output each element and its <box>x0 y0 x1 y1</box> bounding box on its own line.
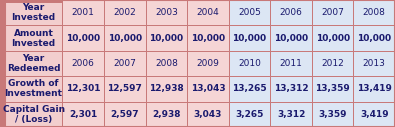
Bar <box>270 25 312 51</box>
Bar <box>5 102 62 127</box>
Text: 12,938: 12,938 <box>149 84 184 93</box>
Bar <box>312 25 354 51</box>
Bar <box>312 76 354 102</box>
Text: 10,000: 10,000 <box>357 34 391 43</box>
Bar <box>312 102 354 127</box>
Bar <box>5 2 62 25</box>
Text: 2010: 2010 <box>238 59 261 68</box>
Text: 3,359: 3,359 <box>318 110 347 119</box>
Text: 10,000: 10,000 <box>232 34 267 43</box>
Text: 2,301: 2,301 <box>69 110 97 119</box>
Text: 2006: 2006 <box>72 59 95 68</box>
Bar <box>229 76 270 102</box>
Bar <box>5 25 62 51</box>
Bar <box>187 76 229 102</box>
Bar <box>5 51 62 76</box>
Text: 2008: 2008 <box>155 59 178 68</box>
Bar <box>187 25 229 51</box>
Bar <box>229 0 270 25</box>
Text: Year
Invested: Year Invested <box>11 3 56 22</box>
Bar <box>104 0 145 25</box>
Text: 2003: 2003 <box>155 8 178 17</box>
Bar <box>354 0 395 25</box>
Text: 2009: 2009 <box>196 59 219 68</box>
Bar <box>145 51 187 76</box>
Bar <box>354 102 395 127</box>
Text: 10,000: 10,000 <box>149 34 183 43</box>
Text: Year
Redeemed: Year Redeemed <box>7 54 60 73</box>
Text: 13,043: 13,043 <box>191 84 225 93</box>
Text: 13,419: 13,419 <box>357 84 392 93</box>
Bar <box>62 25 104 51</box>
Bar <box>62 76 104 102</box>
Text: Capital Gain
/ (Loss): Capital Gain / (Loss) <box>2 105 65 124</box>
Bar <box>229 51 270 76</box>
Text: 10,000: 10,000 <box>191 34 225 43</box>
Bar <box>270 51 312 76</box>
Bar <box>354 76 395 102</box>
Text: 3,419: 3,419 <box>360 110 389 119</box>
Text: Amount
Invested: Amount Invested <box>11 29 56 48</box>
Text: 13,359: 13,359 <box>315 84 350 93</box>
Bar <box>5 76 62 102</box>
Bar <box>229 102 270 127</box>
Text: 10,000: 10,000 <box>66 34 100 43</box>
Text: 2007: 2007 <box>113 59 136 68</box>
Text: 2007: 2007 <box>321 8 344 17</box>
Text: 12,597: 12,597 <box>107 84 142 93</box>
Bar <box>104 51 145 76</box>
Bar <box>354 25 395 51</box>
Bar <box>270 102 312 127</box>
Text: 2006: 2006 <box>280 8 303 17</box>
Text: 10,000: 10,000 <box>274 34 308 43</box>
Text: 12,301: 12,301 <box>66 84 100 93</box>
Text: 2001: 2001 <box>72 8 95 17</box>
Bar <box>104 25 145 51</box>
Bar <box>145 0 187 25</box>
Bar <box>312 51 354 76</box>
Bar <box>104 76 145 102</box>
Text: 2,597: 2,597 <box>111 110 139 119</box>
Text: 2012: 2012 <box>321 59 344 68</box>
Text: 10,000: 10,000 <box>316 34 350 43</box>
Bar <box>270 76 312 102</box>
Bar <box>145 25 187 51</box>
Bar <box>270 0 312 25</box>
Text: 13,312: 13,312 <box>274 84 308 93</box>
Bar <box>187 51 229 76</box>
Text: 3,312: 3,312 <box>277 110 305 119</box>
Text: 10,000: 10,000 <box>108 34 142 43</box>
Text: 13,265: 13,265 <box>232 84 267 93</box>
Text: 2002: 2002 <box>113 8 136 17</box>
Text: 2008: 2008 <box>363 8 386 17</box>
Text: 2011: 2011 <box>280 59 303 68</box>
Bar <box>187 0 229 25</box>
Bar <box>104 102 145 127</box>
Text: 2005: 2005 <box>238 8 261 17</box>
Text: Growth of
Investment: Growth of Investment <box>5 79 62 98</box>
Bar <box>312 0 354 25</box>
Text: 2013: 2013 <box>363 59 386 68</box>
Bar <box>62 0 104 25</box>
Bar <box>145 102 187 127</box>
Bar <box>229 25 270 51</box>
Bar <box>354 51 395 76</box>
Bar <box>62 51 104 76</box>
Bar <box>145 76 187 102</box>
Text: 2004: 2004 <box>197 8 219 17</box>
Text: 3,265: 3,265 <box>235 110 264 119</box>
Text: 3,043: 3,043 <box>194 110 222 119</box>
Bar <box>62 102 104 127</box>
Bar <box>187 102 229 127</box>
Text: 2,938: 2,938 <box>152 110 181 119</box>
